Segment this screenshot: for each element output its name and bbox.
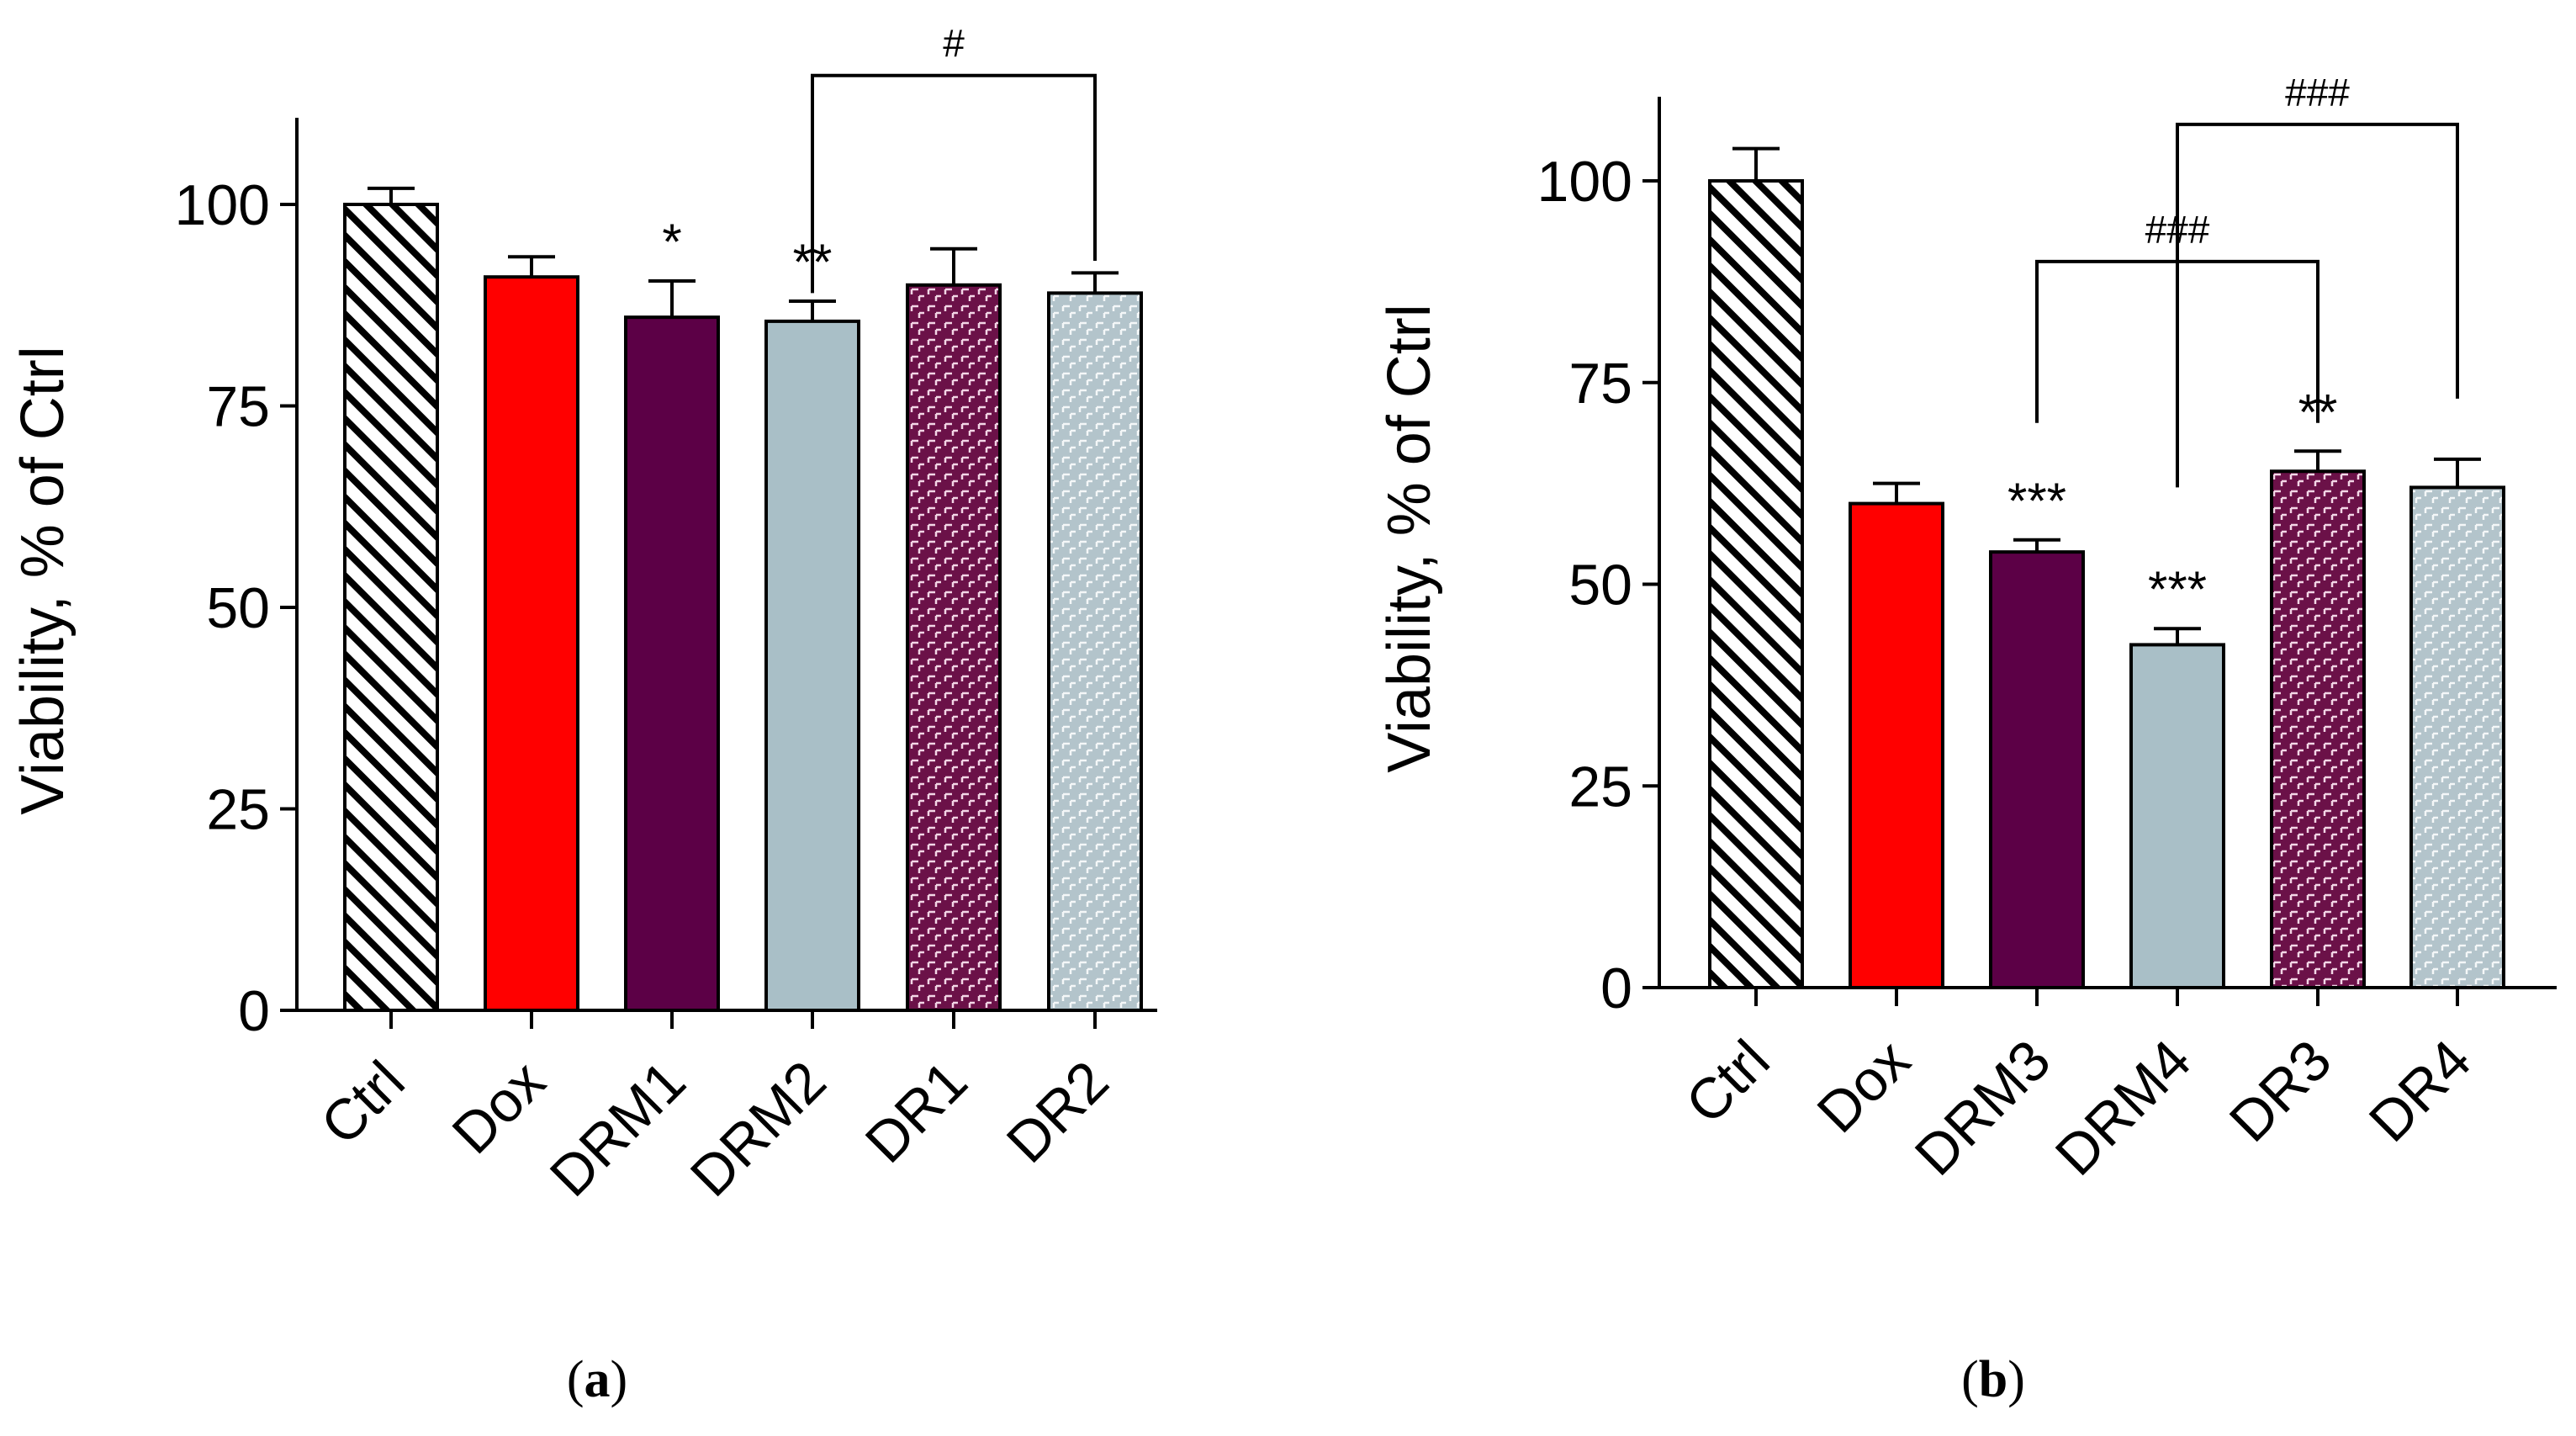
category-label: DR2 <box>995 1049 1121 1175</box>
y-tick-label: 0 <box>1600 956 1632 1020</box>
y-tick-label: 0 <box>238 979 270 1043</box>
comparison-bracket <box>2176 122 2459 488</box>
y-tick-label: 75 <box>1568 352 1632 416</box>
category-label: DR3 <box>2218 1028 2344 1154</box>
category-label: DRM2 <box>679 1049 838 1209</box>
bar-dr4 <box>2409 485 2505 989</box>
significance-marker: * <box>662 214 681 270</box>
category-label: Dox <box>440 1049 557 1166</box>
significance-marker: *** <box>2007 473 2066 529</box>
bar-dox <box>484 275 579 1013</box>
bar-dr3 <box>2270 469 2366 989</box>
y-tick-label: 25 <box>1568 755 1632 819</box>
y-tick-label: 100 <box>1537 150 1632 214</box>
bar-drm2 <box>764 319 860 1013</box>
y-tick-label: 75 <box>206 375 270 439</box>
y-tick-label: 50 <box>1568 554 1632 617</box>
y-axis-title: Viability, % of Ctrl <box>1376 304 1443 773</box>
category-label: Dox <box>1805 1028 1922 1145</box>
bar-dr1 <box>906 283 1002 1012</box>
significance-marker: *** <box>2148 561 2207 617</box>
bracket-label: # <box>943 22 965 66</box>
category-label: DRM4 <box>2044 1028 2203 1188</box>
category-label: DR1 <box>854 1049 980 1175</box>
bar-drm4 <box>2129 643 2225 989</box>
category-label: DRM1 <box>538 1049 698 1209</box>
category-label: Ctrl <box>309 1049 417 1158</box>
panel-a-label: (a) <box>567 1351 627 1408</box>
comparison-bracket <box>811 73 1097 294</box>
bar-dox <box>1849 501 1944 989</box>
panel-b-label: (b) <box>1961 1351 2025 1408</box>
bar-dr2 <box>1047 291 1143 1012</box>
category-label: DR4 <box>2357 1028 2483 1154</box>
y-axis-title: Viability, % of Ctrl <box>9 346 77 815</box>
bracket-label: ### <box>2285 71 2350 114</box>
y-tick-label: 25 <box>206 778 270 842</box>
y-tick-label: 100 <box>175 173 270 237</box>
bar-ctrl <box>1708 179 1804 989</box>
category-label: Ctrl <box>1674 1028 1782 1137</box>
category-label: DRM3 <box>1903 1028 2063 1188</box>
bar-drm1 <box>624 315 720 1012</box>
bar-ctrl <box>343 203 439 1012</box>
bar-drm3 <box>1989 550 2085 989</box>
y-tick-label: 50 <box>206 576 270 640</box>
